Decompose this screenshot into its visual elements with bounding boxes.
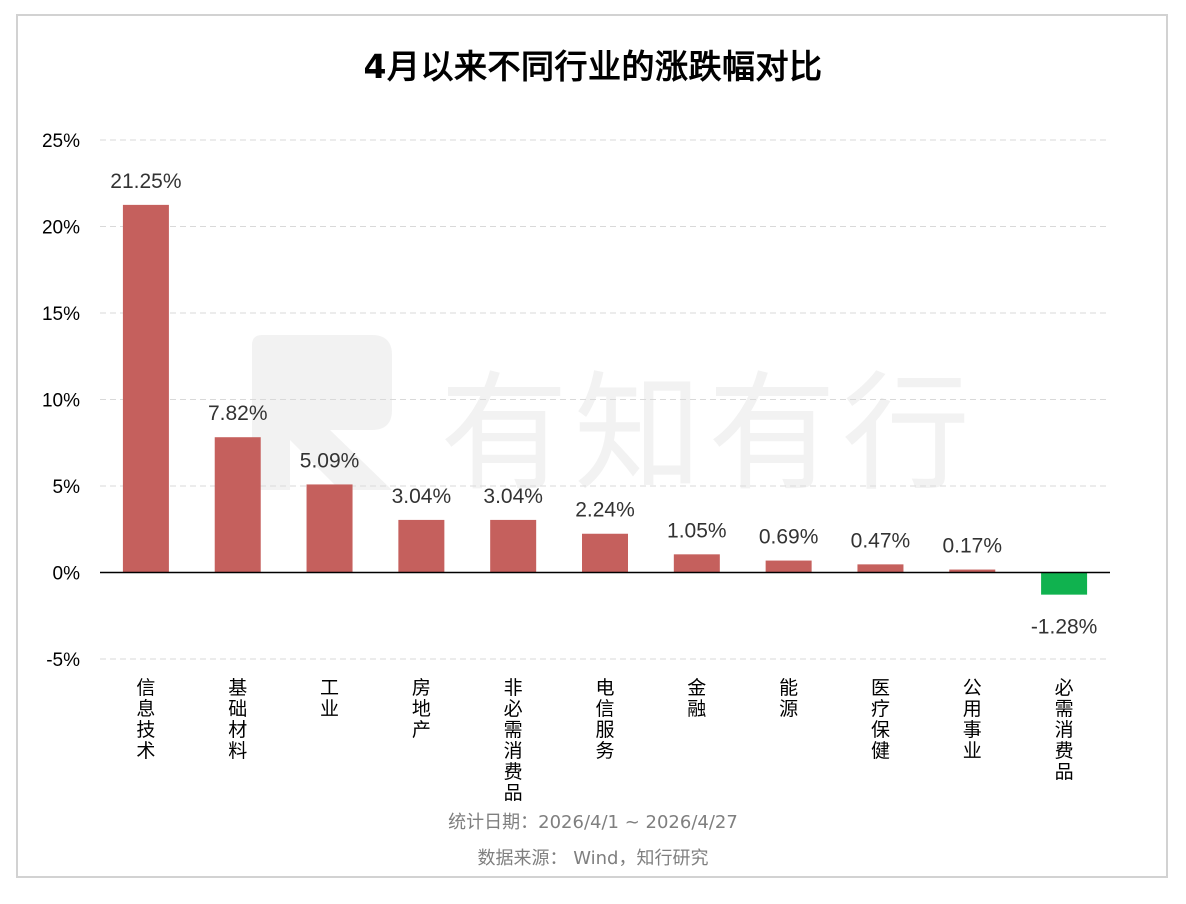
data-label: 3.04%	[392, 485, 452, 508]
y-tick-label: 25%	[42, 131, 80, 152]
footer-period: 统计日期：2026/4/1 ~ 2026/4/27	[448, 812, 738, 833]
data-label: -1.28%	[1031, 616, 1098, 639]
bar	[490, 519, 537, 573]
bar	[949, 569, 996, 573]
chart-title: 4月以来不同行业的涨跌幅对比	[363, 47, 823, 86]
y-tick-label: -5%	[46, 650, 80, 671]
x-category-label: 能源	[779, 677, 798, 720]
y-tick-label: 15%	[42, 304, 80, 325]
x-category-label: 公用事业	[963, 678, 982, 762]
watermark-logo-icon	[252, 335, 392, 490]
bar	[214, 437, 261, 573]
watermark-text: 有知有行	[440, 360, 976, 509]
bar	[122, 204, 169, 573]
x-category-label: 工业	[320, 678, 339, 720]
x-category-label: 非必需消费品	[504, 677, 523, 804]
x-category-label: 金融	[687, 677, 706, 720]
y-tick-label: 10%	[42, 391, 80, 412]
data-label: 0.17%	[942, 535, 1002, 558]
data-label: 0.69%	[759, 526, 819, 549]
data-label: 1.05%	[667, 519, 727, 542]
y-tick-label: 0%	[53, 564, 81, 585]
x-category-label: 医疗保健	[871, 678, 890, 762]
bar	[857, 564, 904, 573]
y-tick-label: 20%	[42, 218, 80, 239]
x-category-label: 信息技术	[136, 677, 155, 762]
data-label: 2.24%	[575, 499, 635, 522]
chart-frame	[16, 14, 1168, 878]
y-tick-label: 5%	[53, 477, 81, 498]
watermark: 有知有行	[252, 335, 976, 509]
footer-source: 数据来源： Wind，知行研究	[477, 848, 709, 869]
bar	[398, 519, 445, 573]
x-category-label: 房地产	[412, 677, 431, 741]
data-label: 21.25%	[110, 170, 181, 193]
bar	[306, 484, 353, 573]
x-category-label: 基础材料	[228, 677, 247, 762]
bar	[673, 554, 720, 573]
x-category-label: 必需消费品	[1055, 677, 1074, 783]
x-category-label: 电信服务	[595, 677, 614, 762]
bar	[582, 533, 628, 573]
bar	[1041, 572, 1088, 595]
data-label: 3.04%	[483, 485, 543, 508]
data-label: 5.09%	[300, 449, 360, 472]
bar	[765, 560, 812, 573]
data-label: 7.82%	[208, 402, 268, 425]
data-label: 0.47%	[851, 529, 911, 552]
